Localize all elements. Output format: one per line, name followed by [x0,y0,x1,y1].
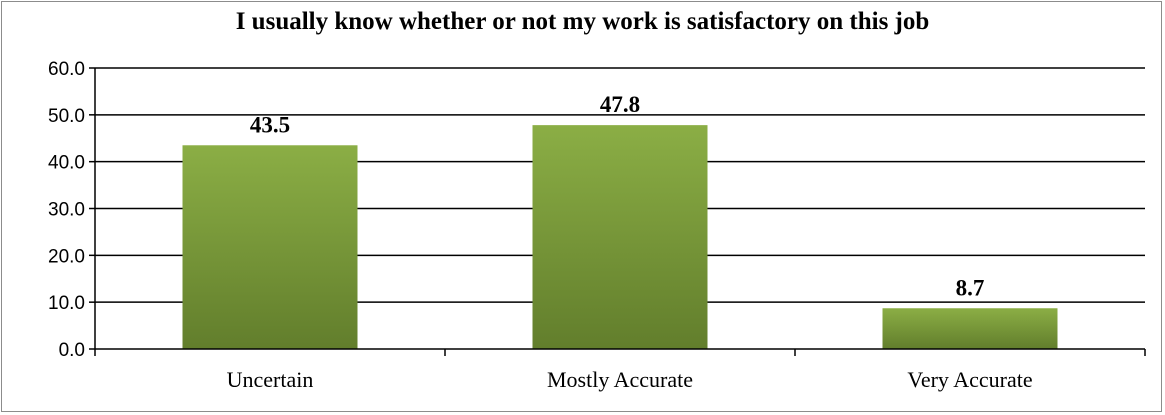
bars [182,125,1058,350]
data-label: 43.5 [250,112,290,137]
labels: 0.0 10.0 20.0 30.0 40.0 50.0 60.0 43.5 Uncertain… [48,59,1033,392]
y-tick-label: 30.0 [48,200,85,221]
data-label: 47.8 [600,92,640,117]
x-category-label: Mostly Accurate [547,367,693,392]
x-category-label: Uncertain [227,367,314,392]
x-category-label: Very Accurate [907,367,1032,392]
y-tick-label: 40.0 [48,153,85,174]
chart-title: I usually know whether or not my work is… [235,8,930,35]
y-tick-label: 10.0 [48,293,85,314]
data-label: 8.7 [956,275,985,300]
bar [532,125,708,350]
y-tick-label: 20.0 [48,246,85,267]
bar [182,145,358,349]
bar [882,308,1058,349]
y-tick-label: 0.0 [59,340,85,361]
y-tick-label: 60.0 [48,59,85,80]
y-tick-label: 50.0 [48,106,85,127]
axes [89,67,1146,356]
